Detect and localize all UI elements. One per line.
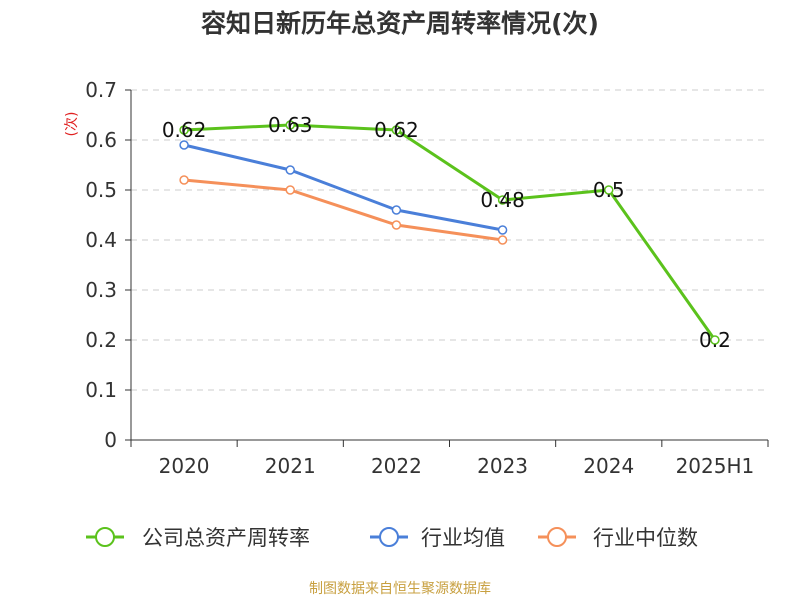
y-tick-label: 0.1 xyxy=(85,378,117,402)
y-axis-label: (次) xyxy=(64,112,80,137)
grid-lines xyxy=(131,89,768,391)
legend-marker xyxy=(379,527,399,547)
data-point xyxy=(179,125,189,135)
data-label: 0.5 xyxy=(593,178,625,202)
axes: 0 0.1 0.2 0.3 0.4 0.5 0.6 0.7 (次) 2020 2021 2022 202… xyxy=(64,78,769,478)
data-point xyxy=(391,205,402,215)
source-note: 制图数据来自恒生聚源数据库 xyxy=(309,581,491,597)
x-tick-label: 2023 xyxy=(477,454,528,478)
x-tick-label: 2024 xyxy=(583,454,634,478)
data-point xyxy=(497,225,508,235)
legend: 公司总资产周转率 行业均值 行业中位数 xyxy=(86,526,698,550)
data-point xyxy=(285,185,295,195)
legend-label: 行业均值 xyxy=(421,526,505,550)
data-label: 0.63 xyxy=(268,113,313,137)
y-tick-label: 0.3 xyxy=(85,278,117,302)
chart-title: 容知日新历年总资产周转率情况(次) xyxy=(201,9,599,38)
legend-marker xyxy=(547,527,567,547)
series-line-2 xyxy=(183,178,503,242)
y-tick-label: 0 xyxy=(104,428,117,452)
data-point xyxy=(604,185,614,195)
x-tick-label: 2020 xyxy=(159,454,210,478)
data-point xyxy=(710,335,720,345)
data-label: 0.62 xyxy=(374,118,419,142)
y-tick-label: 0.6 xyxy=(85,128,117,152)
data-point xyxy=(391,125,402,135)
x-tick-label: 2021 xyxy=(265,454,316,478)
data-point xyxy=(497,235,508,245)
data-label: 0.48 xyxy=(480,188,525,212)
y-tick-label: 0.4 xyxy=(85,228,117,252)
data-labels: 0.62 0.63 0.62 0.48 0.5 0.2 xyxy=(162,113,731,352)
data-label: 0.2 xyxy=(699,328,731,352)
x-tick-label: 2025H1 xyxy=(676,454,755,478)
y-tick-label: 0.5 xyxy=(85,178,117,202)
y-tick-label: 0.2 xyxy=(85,328,117,352)
series-group xyxy=(179,120,720,345)
y-tick-label: 0.7 xyxy=(85,78,117,102)
x-tick-label: 2022 xyxy=(371,454,422,478)
data-point xyxy=(285,165,295,175)
data-point xyxy=(391,220,402,230)
data-label: 0.62 xyxy=(162,118,207,142)
series-line-1 xyxy=(183,143,503,232)
data-point xyxy=(285,120,295,130)
data-point xyxy=(179,175,189,185)
data-point xyxy=(179,140,189,150)
legend-marker xyxy=(95,527,115,547)
data-point xyxy=(497,195,508,205)
legend-label: 行业中位数 xyxy=(593,526,698,550)
legend-label: 公司总资产周转率 xyxy=(142,526,310,550)
series-line-0 xyxy=(184,123,717,341)
